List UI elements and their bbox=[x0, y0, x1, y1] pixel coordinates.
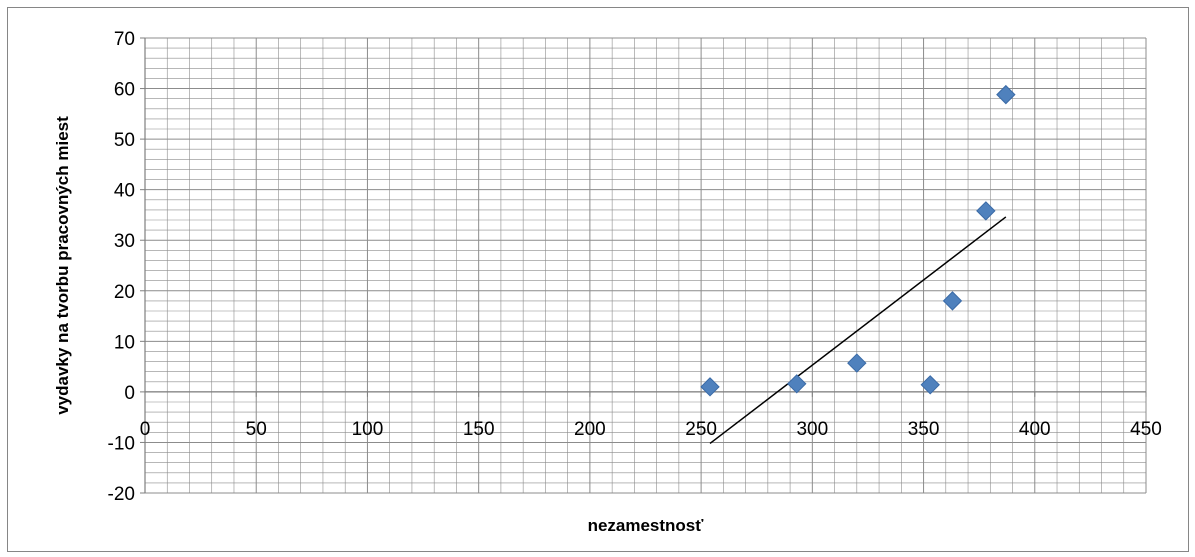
data-point-marker bbox=[847, 353, 867, 373]
y-tick-label: 10 bbox=[114, 332, 135, 353]
x-tick-label: 450 bbox=[1130, 419, 1162, 440]
y-tick-label: 40 bbox=[114, 181, 135, 202]
y-tick-label: 60 bbox=[114, 80, 135, 101]
x-tick-label: 350 bbox=[908, 419, 940, 440]
y-tick-label: -10 bbox=[108, 433, 135, 454]
data-point-marker bbox=[920, 375, 940, 395]
x-tick-label: 150 bbox=[463, 419, 495, 440]
chart-area: -20 -10 0 10 20 30 40 50 60 70 0 50 100 150 200 250 300 3… bbox=[7, 7, 1189, 552]
x-tick-label: 200 bbox=[574, 419, 606, 440]
y-axis-title: vydavky na tvorbu pracovných miest bbox=[53, 116, 72, 415]
data-point-marker bbox=[996, 84, 1016, 105]
y-tick-label: 70 bbox=[114, 29, 135, 50]
y-tick-label: 50 bbox=[114, 130, 135, 151]
x-tick-label: 400 bbox=[1019, 419, 1051, 440]
x-tick-label: 50 bbox=[246, 419, 267, 440]
data-point-marker bbox=[976, 201, 996, 221]
y-tick-label: 0 bbox=[124, 383, 135, 404]
x-tick-label: 0 bbox=[140, 419, 151, 440]
y-tick-label: 30 bbox=[114, 231, 135, 252]
x-tick-label: 300 bbox=[796, 419, 828, 440]
data-point-marker bbox=[942, 291, 963, 311]
data-point-marker bbox=[700, 377, 720, 397]
x-tick-label: 250 bbox=[685, 419, 717, 440]
data-points bbox=[700, 84, 1016, 397]
linear-trendline bbox=[709, 216, 1007, 445]
data-point-marker bbox=[787, 374, 807, 394]
x-tick-label: 100 bbox=[352, 419, 384, 440]
x-axis-title: nezamestnosť bbox=[588, 516, 705, 535]
y-tick-label: -20 bbox=[108, 484, 135, 505]
y-tick-label: 20 bbox=[114, 282, 135, 303]
gridlines bbox=[140, 37, 1147, 494]
